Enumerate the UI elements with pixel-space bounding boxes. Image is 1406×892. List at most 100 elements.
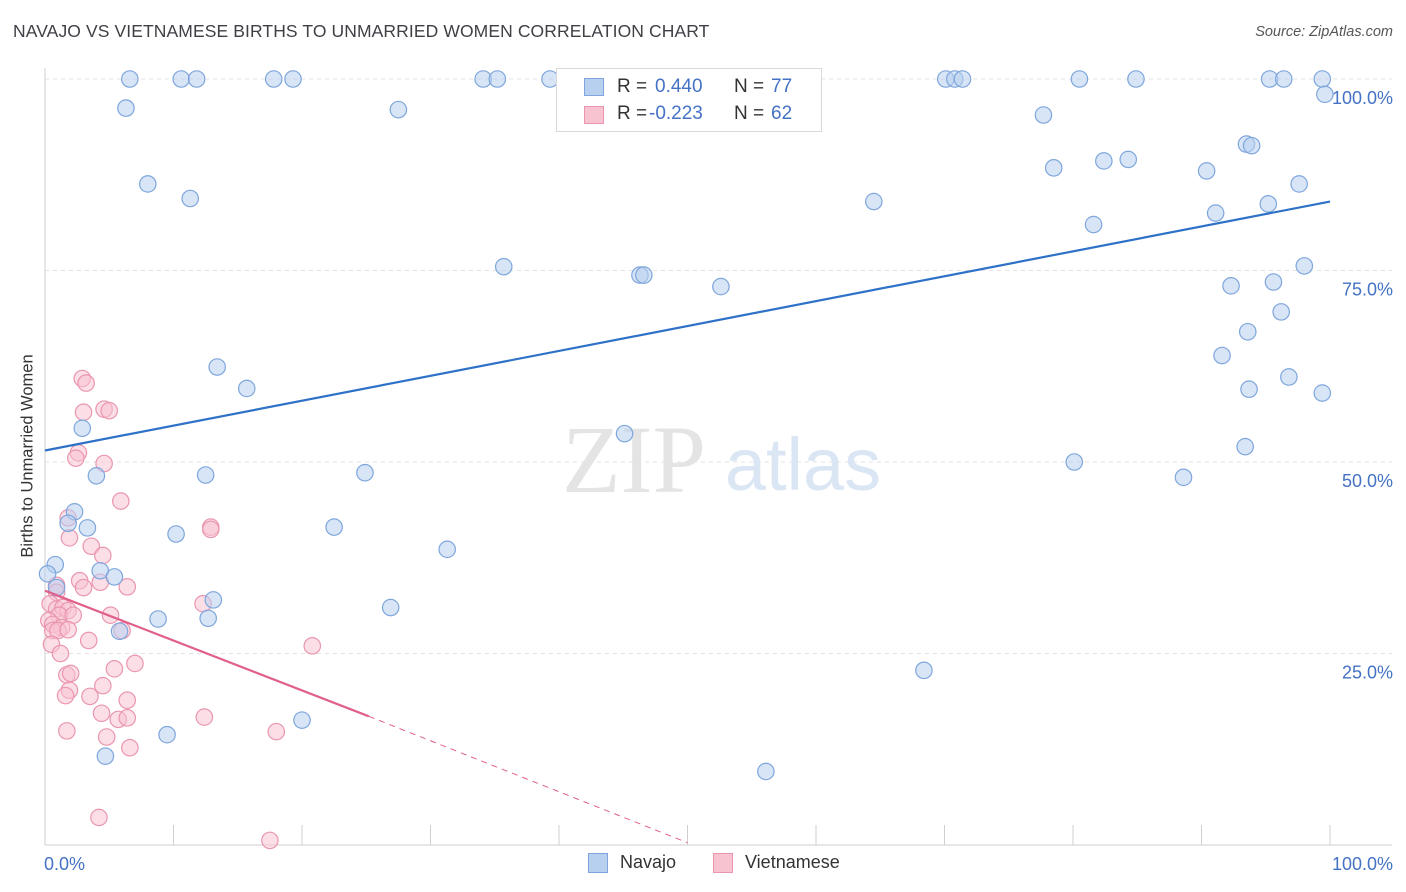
navajo-n-value: 77 (771, 76, 793, 97)
vietnamese-point (61, 664, 80, 683)
navajo-point (381, 598, 400, 617)
vietnamese-n-label: N = (734, 103, 765, 124)
navajo-point (237, 379, 256, 398)
navajo-point (1095, 152, 1113, 170)
vietnamese-point (58, 722, 76, 740)
source-label: Source: ZipAtlas.com (1255, 24, 1393, 40)
navajo-point (1065, 453, 1084, 471)
navajo-point (1264, 273, 1283, 291)
navajo-point (1280, 368, 1298, 386)
navajo-point (1206, 204, 1225, 222)
vietnamese-swatch (584, 106, 604, 124)
gridlines (45, 78, 1392, 654)
navajo-point (187, 70, 206, 88)
navajo-point (865, 192, 883, 211)
vietnamese-point (126, 654, 144, 673)
y-tick-label: 25.0% (1342, 663, 1393, 683)
vietnamese-point (100, 401, 119, 420)
navajo-r-label: R = (617, 76, 648, 97)
navajo-point (915, 661, 933, 680)
x-tick-label: 0.0% (44, 854, 85, 874)
navajo-point (356, 463, 374, 482)
navajo-point (87, 466, 106, 485)
navajo-point (1213, 346, 1231, 365)
navajo-point (204, 591, 223, 609)
navajo-point (1197, 162, 1216, 180)
y-tick-label: 50.0% (1342, 471, 1393, 491)
navajo-point (1070, 70, 1089, 88)
navajo-point (1259, 195, 1278, 213)
navajo-point (635, 266, 653, 284)
navajo-point (1236, 437, 1254, 456)
vietnamese-n-value: 62 (771, 103, 793, 124)
x-tick-label: 100.0% (1332, 854, 1393, 874)
navajo-point (1274, 70, 1293, 88)
navajo-point (139, 175, 157, 193)
correlation-legend: R = 0.440 N = 77 R = -0.223 N = 62 (556, 68, 822, 132)
vietnamese-point (81, 687, 99, 706)
navajo-point (494, 257, 513, 276)
bottom-vietnamese-label: Vietnamese (745, 852, 840, 872)
navajo-point (1222, 277, 1240, 295)
y-tick-label: 100.0% (1332, 88, 1393, 108)
bottom-vietnamese-swatch (713, 853, 733, 873)
navajo-point (38, 565, 57, 583)
navajo-point (757, 762, 775, 781)
vietnamese-point (56, 686, 75, 705)
vietnamese-point (51, 644, 70, 663)
bottom-navajo-label: Navajo (620, 852, 677, 872)
navajo-point (110, 622, 129, 641)
navajo-point (1119, 150, 1138, 169)
navajo-point (167, 525, 185, 543)
vietnamese-point (267, 722, 286, 741)
navajo-point (1316, 85, 1334, 104)
watermark-atlas: atlas (725, 423, 881, 506)
navajo-point (1290, 175, 1308, 193)
navajo-point (1044, 159, 1063, 177)
navajo-point (78, 519, 97, 537)
navajo-point (121, 70, 139, 88)
navajo-point (325, 518, 343, 536)
navajo-point (1313, 70, 1332, 88)
vietnamese-point (79, 631, 98, 650)
watermark-zip: ZIP (562, 406, 706, 513)
vietnamese-point (303, 637, 322, 655)
navajo-point (199, 609, 217, 628)
navajo-point (105, 568, 124, 586)
navajo-point (1127, 70, 1145, 88)
vietnamese-r-label: R = (617, 103, 648, 124)
navajo-point (208, 358, 226, 376)
vietnamese-point (94, 546, 112, 565)
vietnamese-point (121, 738, 139, 757)
y-tick-label: 75.0% (1342, 280, 1393, 300)
vietnamese-point (112, 492, 130, 510)
navajo-point (1295, 257, 1314, 275)
vietnamese-trend-line (44, 589, 370, 718)
vietnamese-point (92, 704, 111, 723)
legend-row-navajo: R = 0.440 N = 77 (557, 72, 821, 100)
trend-lines (44, 200, 1331, 844)
navajo-r-value: 0.440 (655, 76, 703, 97)
vietnamese-point (105, 660, 124, 678)
navajo-point (264, 70, 283, 88)
navajo-point (1313, 384, 1332, 402)
vietnamese-point (82, 537, 101, 556)
navajo-point (59, 514, 77, 533)
vietnamese-points (40, 369, 322, 850)
vietnamese-point (201, 520, 220, 539)
navajo-point (1174, 468, 1193, 487)
navajo-point (172, 70, 191, 88)
vietnamese-point (97, 728, 116, 746)
navajo-point (196, 466, 215, 484)
navajo-point (1034, 106, 1053, 124)
vietnamese-point (90, 808, 108, 827)
vietnamese-trend-extension (368, 715, 688, 844)
vietnamese-point (59, 620, 77, 639)
navajo-point (1242, 136, 1261, 155)
navajo-point (181, 189, 200, 208)
vietnamese-point (74, 403, 93, 422)
vietnamese-point (77, 374, 95, 392)
watermark: ZIP atlas (562, 406, 881, 513)
